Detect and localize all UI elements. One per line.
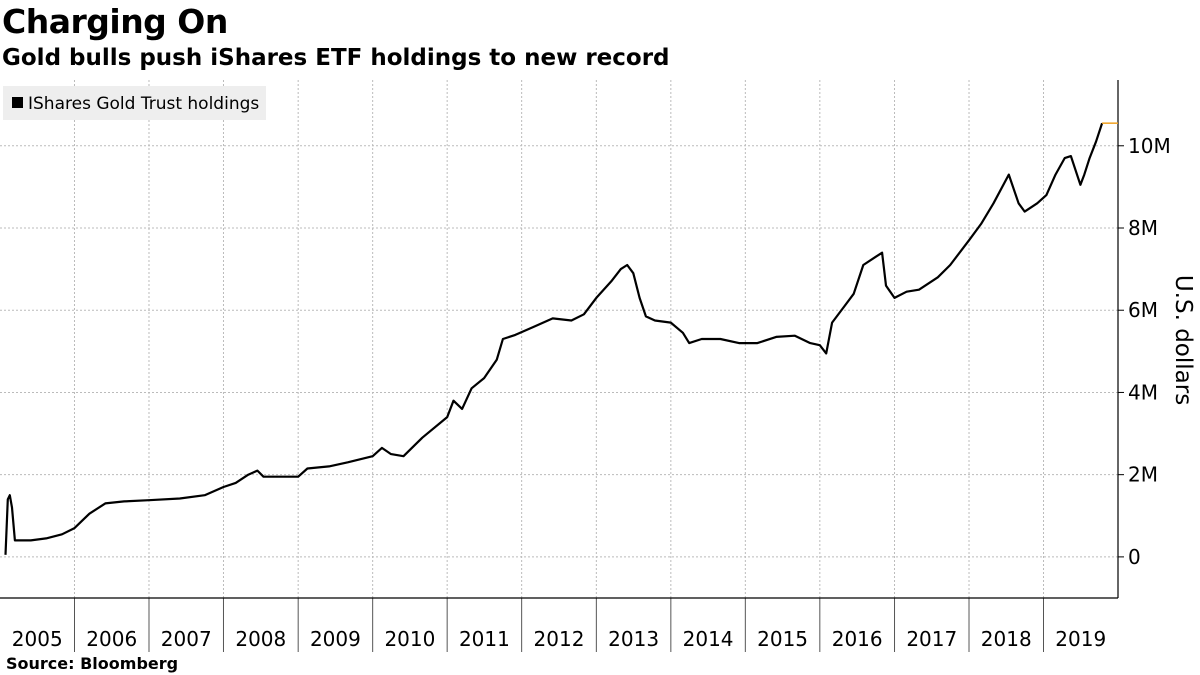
axes: [0, 80, 1124, 652]
series-line: [4, 122, 1104, 555]
x-tick-label: 2011: [459, 627, 510, 651]
y-tick-label: 8M: [1128, 216, 1158, 240]
x-tick-label: 2019: [1055, 627, 1106, 651]
x-axis-tick-labels: 2005 2006 2007 2008 2009 2010 2011 2012 2013 2014…: [12, 627, 1106, 651]
y-axis-tick-labels: 0 2M 4M 6M 8M 10M: [1128, 134, 1171, 569]
y-tick-label: 2M: [1128, 463, 1158, 487]
legend-swatch: [12, 97, 23, 108]
y-tick-label: 0: [1128, 545, 1141, 569]
y-tick-label: 4M: [1128, 380, 1158, 404]
source-note: Source: Bloomberg: [6, 654, 179, 673]
y-tick-label: 6M: [1128, 298, 1158, 322]
gridlines: [0, 80, 1118, 598]
y-axis-title: U.S. dollars: [1170, 275, 1196, 405]
x-tick-label: 2010: [384, 627, 435, 651]
x-tick-label: 2005: [12, 627, 63, 651]
x-tick-label: 2007: [161, 627, 212, 651]
series-lines: [4, 122, 1118, 555]
chart-title: Charging On: [2, 2, 228, 41]
x-tick-label: 2009: [310, 627, 361, 651]
x-tick-label: 2008: [235, 627, 286, 651]
y-tick-label: 10M: [1128, 134, 1171, 158]
x-tick-label: 2013: [608, 627, 659, 651]
x-tick-label: 2014: [683, 627, 734, 651]
x-tick-label: 2016: [832, 627, 883, 651]
x-tick-label: 2012: [534, 627, 585, 651]
chart-subtitle: Gold bulls push iShares ETF holdings to …: [2, 45, 670, 71]
legend-label: IShares Gold Trust holdings: [28, 94, 259, 114]
x-tick-label: 2018: [981, 627, 1032, 651]
legend: IShares Gold Trust holdings: [3, 86, 266, 120]
x-tick-label: 2017: [906, 627, 957, 651]
legend-background: [3, 86, 266, 120]
x-tick-label: 2006: [86, 627, 137, 651]
x-tick-label: 2015: [757, 627, 808, 651]
